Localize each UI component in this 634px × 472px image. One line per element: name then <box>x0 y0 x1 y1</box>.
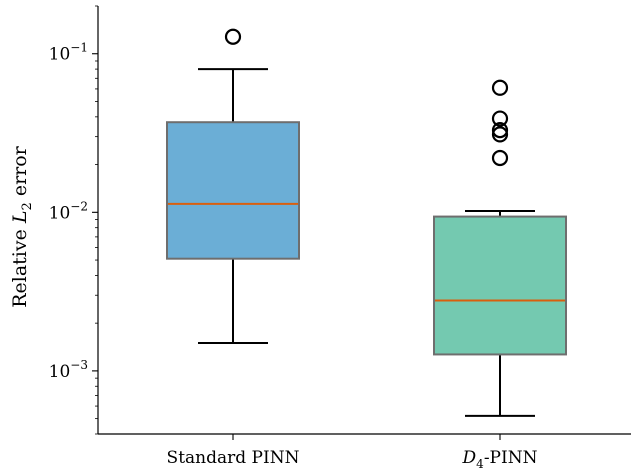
x-label-text: Standard PINN <box>167 448 300 468</box>
boxes <box>166 28 567 417</box>
outlier-point <box>491 110 509 127</box>
box-group <box>433 79 567 417</box>
y-tick-exponent: −2 <box>70 199 88 213</box>
box-body <box>433 215 567 356</box>
svg-text:Relative L2 error: Relative L2 error <box>9 145 35 307</box>
x-ticks: Standard PINN D4-PINN <box>167 434 538 471</box>
y-tick-exponent: −3 <box>70 358 88 372</box>
y-axis-title-prefix: Relative <box>9 223 31 308</box>
axes <box>97 6 631 435</box>
y-tick-base: 10 <box>49 203 71 223</box>
y-tick-base: 10 <box>49 45 71 65</box>
box-group <box>166 28 300 344</box>
outlier-point <box>491 121 509 139</box>
y-axis-title-subscript: 2 <box>20 202 35 210</box>
y-axis-title-suffix: error <box>9 145 31 202</box>
y-ticks: 10−110−210−3 <box>49 5 98 435</box>
x-label-rest: -PINN <box>484 448 538 468</box>
x-tick-label: D4-PINN <box>462 448 538 471</box>
y-tick-label: 10−1 <box>49 41 88 65</box>
y-axis-title: Relative L2 error <box>9 145 35 307</box>
y-axis-title-variable: L <box>9 210 31 224</box>
y-tick-exponent: −1 <box>70 41 88 55</box>
outlier-point <box>491 126 509 143</box>
box-body <box>166 121 300 260</box>
x-tick-label: Standard PINN <box>167 448 300 468</box>
outlier-point <box>491 79 509 96</box>
x-label-subscript: 4 <box>476 457 484 471</box>
x-label-variable: D <box>462 448 477 468</box>
y-tick-label: 10−3 <box>49 358 88 382</box>
y-tick-base: 10 <box>49 362 71 382</box>
y-tick-label: 10−2 <box>49 199 88 223</box>
outlier-point <box>224 28 242 45</box>
outlier-point <box>491 149 509 167</box>
